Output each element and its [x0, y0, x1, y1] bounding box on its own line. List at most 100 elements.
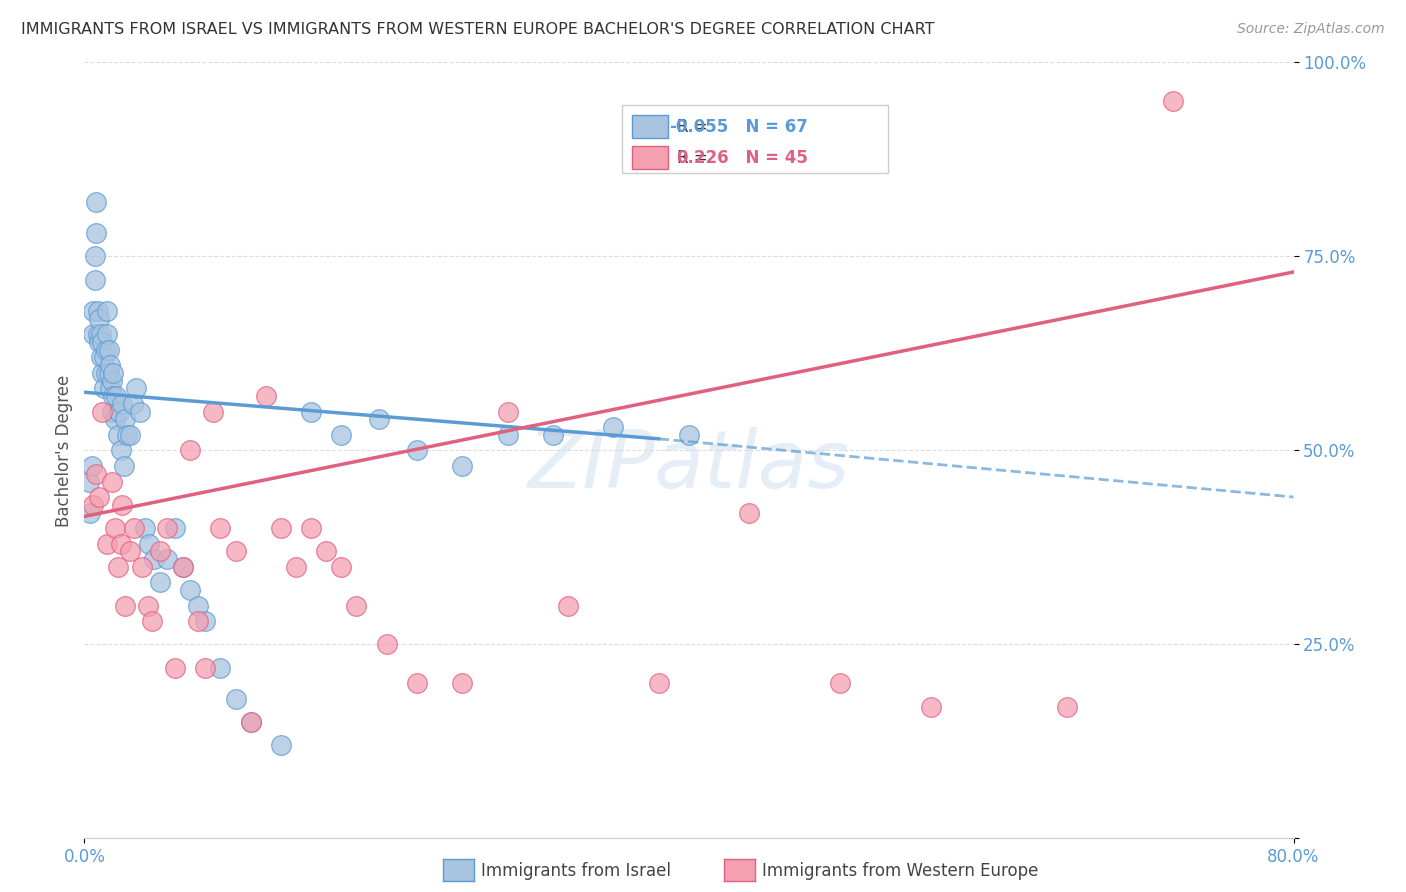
- Point: [375, 637, 398, 651]
- Point: [100, 475, 122, 489]
- Point: [98, 358, 121, 372]
- Point: [122, 521, 145, 535]
- Point: [89, 311, 111, 326]
- Point: [738, 506, 761, 520]
- Point: [107, 428, 129, 442]
- Point: [114, 599, 136, 613]
- Text: R =: R =: [676, 149, 713, 167]
- Point: [315, 544, 337, 558]
- Point: [141, 614, 163, 628]
- Point: [194, 614, 217, 628]
- Point: [156, 552, 179, 566]
- Point: [149, 575, 172, 590]
- Point: [165, 521, 187, 535]
- Point: [94, 366, 117, 380]
- Point: [91, 366, 114, 380]
- Point: [134, 521, 156, 535]
- Text: -0.055: -0.055: [669, 118, 728, 136]
- FancyBboxPatch shape: [623, 105, 889, 173]
- Point: [201, 405, 224, 419]
- Point: [330, 560, 353, 574]
- Point: [90, 326, 112, 341]
- Point: [172, 560, 194, 574]
- Point: [110, 443, 132, 458]
- Point: [79, 506, 101, 520]
- Point: [84, 273, 107, 287]
- Point: [678, 428, 700, 442]
- Point: [118, 428, 141, 442]
- Point: [110, 536, 132, 550]
- Point: [557, 599, 579, 613]
- Point: [96, 303, 118, 318]
- Y-axis label: Bachelor's Degree: Bachelor's Degree: [55, 375, 73, 526]
- Point: [496, 428, 519, 442]
- Point: [89, 334, 111, 349]
- Point: [225, 544, 247, 558]
- Point: [830, 676, 852, 690]
- Text: N = 45: N = 45: [734, 149, 807, 167]
- Point: [179, 443, 201, 458]
- Point: [100, 405, 122, 419]
- Point: [86, 467, 108, 481]
- Point: [97, 366, 120, 380]
- Point: [82, 498, 104, 512]
- Point: [406, 676, 429, 690]
- Point: [346, 599, 368, 613]
- Point: [108, 405, 131, 419]
- Point: [239, 715, 262, 730]
- Point: [86, 226, 108, 240]
- Point: [97, 343, 120, 357]
- Point: [209, 661, 232, 675]
- Point: [93, 351, 115, 365]
- Point: [96, 326, 118, 341]
- Point: [129, 405, 152, 419]
- Point: [115, 428, 138, 442]
- Point: [87, 303, 110, 318]
- Point: [451, 458, 474, 473]
- Point: [136, 599, 159, 613]
- Point: [138, 536, 160, 550]
- Point: [299, 405, 322, 419]
- Point: [187, 599, 209, 613]
- Point: [77, 475, 100, 489]
- Point: [111, 397, 134, 411]
- Point: [91, 334, 114, 349]
- Point: [156, 521, 179, 535]
- Point: [96, 536, 118, 550]
- Point: [94, 343, 117, 357]
- Point: [330, 428, 353, 442]
- Point: [101, 389, 124, 403]
- Point: [80, 458, 103, 473]
- Point: [165, 661, 187, 675]
- Point: [920, 699, 942, 714]
- Point: [142, 552, 165, 566]
- Point: [270, 739, 292, 753]
- Point: [179, 583, 201, 598]
- Text: Immigrants from Western Europe: Immigrants from Western Europe: [762, 862, 1039, 880]
- Point: [451, 676, 474, 690]
- Point: [121, 397, 143, 411]
- Text: Immigrants from Israel: Immigrants from Israel: [481, 862, 671, 880]
- Point: [602, 420, 624, 434]
- Point: [101, 366, 124, 380]
- Point: [254, 389, 277, 403]
- Text: R =: R =: [676, 118, 713, 136]
- Point: [285, 560, 308, 574]
- Point: [496, 405, 519, 419]
- Point: [90, 351, 112, 365]
- Point: [87, 326, 110, 341]
- Point: [105, 389, 128, 403]
- Point: [104, 412, 127, 426]
- Point: [118, 544, 141, 558]
- Point: [1161, 94, 1184, 108]
- Point: [194, 661, 217, 675]
- Point: [91, 405, 114, 419]
- Point: [86, 195, 108, 210]
- Point: [84, 249, 107, 264]
- Point: [406, 443, 429, 458]
- Point: [187, 614, 209, 628]
- Point: [648, 676, 671, 690]
- Point: [107, 560, 129, 574]
- Text: Source: ZipAtlas.com: Source: ZipAtlas.com: [1237, 22, 1385, 37]
- Point: [82, 326, 104, 341]
